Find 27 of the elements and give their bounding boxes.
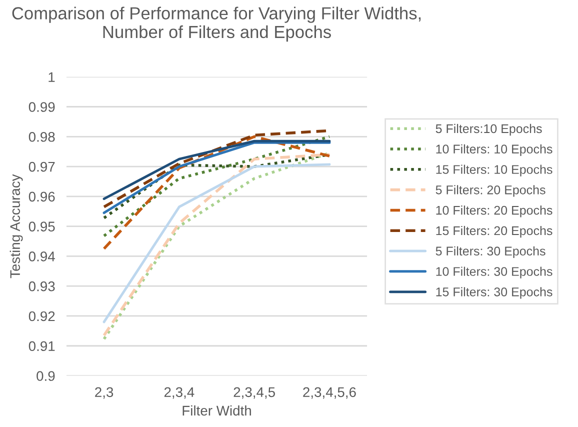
y-tick-label: 0.96 [28,192,55,202]
y-tick-label: 0.9 [36,371,55,381]
y-tick-label: 0.95 [28,222,55,232]
y-tick-label: 1 [48,72,55,82]
legend-label: 10 Filters: 10 Epochs [436,144,552,156]
legend-label: 15 Filters: 30 Epochs [436,287,552,299]
y-tick-label: 0.99 [28,102,55,112]
legend-label: 5 Filters: 20 Epochs [436,185,546,197]
x-tick-label: 2,3 [95,387,114,399]
legend-label: 15 Filters: 10 Epochs [436,164,552,176]
legend-label: 10 Filters: 30 Epochs [436,266,552,278]
y-axis-title: Testing Accuracy [10,174,23,278]
legend-label: 15 Filters: 20 Epochs [436,226,552,238]
y-tick-label: 0.92 [28,311,55,322]
y-tick-label: 0.93 [28,281,55,292]
y-tick-label: 0.94 [28,252,55,262]
y-tick-label: 0.98 [28,132,55,142]
x-axis-title: Filter Width [182,405,251,416]
x-tick-label: 2,3,4 [164,387,194,399]
y-tick-label: 0.97 [28,162,55,172]
x-tick-label: 2,3,4,5,6 [303,387,356,399]
legend-label: 10 Filters: 20 Epochs [436,206,552,218]
legend-label: 5 Filters: 30 Epochs [436,246,546,258]
chart-title: Comparison of Performance for Varying Filter Widths, Number of Filters and Epochs [12,6,421,42]
x-tick-label: 2,3,4,5 [234,387,275,399]
y-tick-label: 0.91 [28,341,55,352]
legend-label: 5 Filters:10 Epochs [436,124,542,136]
